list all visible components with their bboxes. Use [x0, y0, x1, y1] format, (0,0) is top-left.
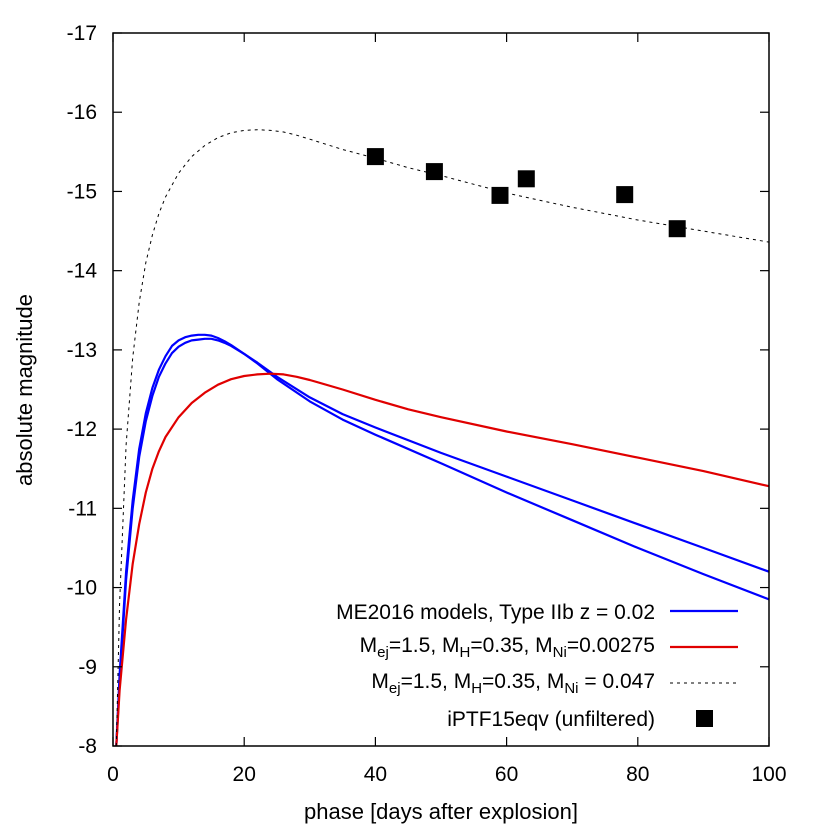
y-tick-label: -10 [67, 577, 97, 600]
data-point [425, 163, 443, 181]
series-line-2 [115, 372, 770, 747]
y-tick-label: -15 [67, 180, 97, 203]
y-tick-label: -11 [68, 497, 97, 520]
data-point [668, 220, 686, 238]
y-tick-label: -8 [78, 735, 97, 758]
data-point [616, 186, 634, 204]
x-tick-label: 100 [751, 763, 786, 786]
legend-label-red-model: Mej=1.5, MH=0.35, MNi=0.00275 [360, 634, 655, 661]
y-tick-label: -9 [78, 656, 97, 679]
x-tick-label: 40 [364, 763, 387, 786]
x-tick-label: 60 [495, 763, 518, 786]
ticks-layer [112, 32, 770, 747]
series-line-3 [115, 129, 770, 747]
y-tick-label: -17 [67, 22, 97, 45]
data-point [366, 148, 384, 166]
series-line-0 [115, 333, 770, 747]
x-tick-label: 0 [107, 763, 119, 786]
x-axis-label: phase [days after explosion] [304, 799, 578, 824]
plot-frame [112, 32, 770, 747]
legend-label-iptf15eqv: iPTF15eqv (unfiltered) [447, 708, 655, 731]
curves-layer [115, 129, 770, 747]
legend-swatch-iptf15eqv [696, 710, 713, 727]
y-tick-label: -14 [67, 260, 98, 283]
x-tick-label: 80 [626, 763, 649, 786]
legend: ME2016 models, Type IIb z = 0.02 Mej=1.5… [336, 601, 738, 731]
series-line-1 [115, 337, 770, 747]
tick-labels-layer: 0 20 40 60 80 100 -8 -9 -10 -11 -12 -13 -14 -15 -16 -17 [67, 22, 787, 786]
data-point [517, 170, 535, 188]
y-tick-label: -13 [67, 339, 97, 362]
y-tick-label: -12 [67, 418, 97, 441]
legend-label-dashed-model: Mej=1.5, MH=0.35, MNi = 0.047 [371, 670, 655, 697]
y-tick-label: -16 [67, 101, 97, 124]
data-point [491, 186, 509, 204]
x-tick-label: 20 [233, 763, 256, 786]
y-axis-label: absolute magnitude [12, 294, 37, 486]
data-points-layer [366, 148, 686, 238]
legend-label-models: ME2016 models, Type IIb z = 0.02 [336, 601, 655, 624]
